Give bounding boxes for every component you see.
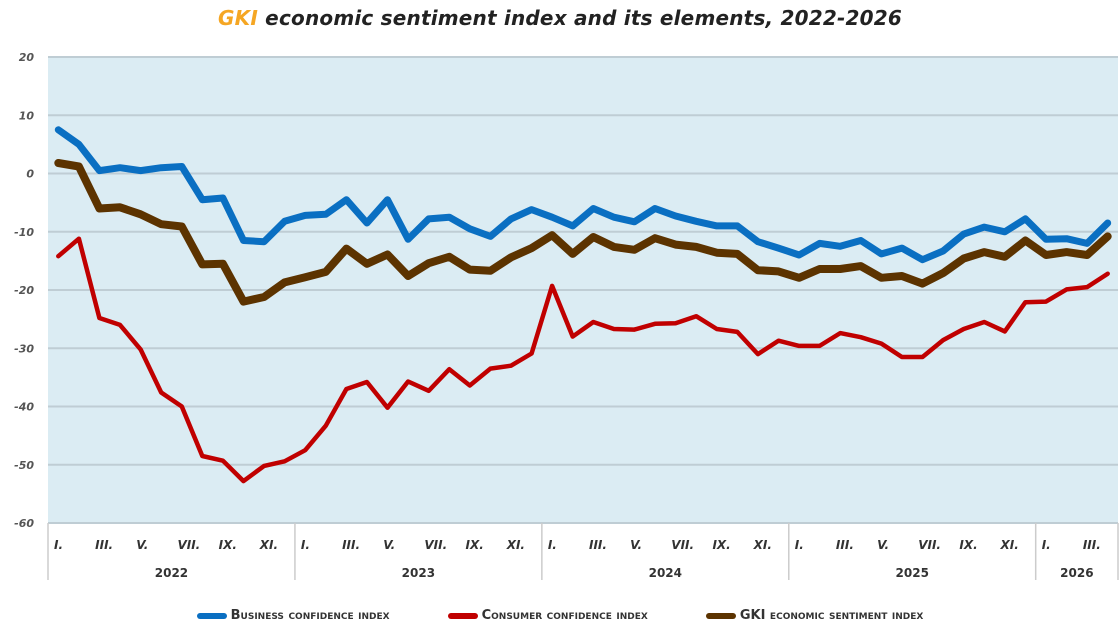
y-tick-label: -20 — [14, 284, 34, 297]
y-tick-label: -10 — [14, 226, 34, 239]
year-label: 2022 — [155, 566, 188, 580]
month-tick-label: XI. — [259, 538, 278, 552]
month-tick-label: IX. — [959, 538, 977, 552]
y-tick-label: -60 — [14, 517, 34, 530]
month-tick-label: VII. — [177, 538, 200, 552]
month-tick-label: IX. — [219, 538, 237, 552]
y-tick-label: 10 — [19, 109, 35, 122]
month-tick-label: IX. — [712, 538, 730, 552]
legend-swatch — [447, 612, 478, 619]
month-tick-label: I. — [795, 538, 804, 552]
series-line-business-confidence-index — [54, 126, 1112, 264]
legend-swatch — [705, 612, 736, 619]
month-tick-label: XI. — [753, 538, 772, 552]
month-tick-label: XI. — [506, 538, 525, 552]
y-tick-label: -40 — [14, 401, 34, 414]
month-tick-label: I. — [301, 538, 310, 552]
year-label: 2026 — [1060, 566, 1093, 580]
month-tick-label: XI. — [1000, 538, 1019, 552]
month-tick-label: V. — [136, 538, 148, 552]
month-tick-label: V. — [383, 538, 395, 552]
month-tick-label: VII. — [424, 538, 447, 552]
legend-item: Consumer confidence index — [447, 608, 648, 623]
month-tick-label: VII. — [671, 538, 694, 552]
year-label: 2024 — [649, 566, 682, 580]
month-tick-label: VII. — [918, 538, 941, 552]
year-label: 2025 — [896, 566, 929, 580]
month-tick-label: IX. — [466, 538, 484, 552]
y-tick-label: -30 — [14, 342, 34, 355]
month-tick-label: I. — [1042, 538, 1051, 552]
month-tick-label: I. — [54, 538, 63, 552]
x-axis: I. III. V. VII. IX. XI. 2022 I. III. V. VII. IX. XI.… — [47, 523, 1119, 580]
legend-label: Consumer confidence index — [481, 608, 648, 623]
legend-item: GKI economic sentiment index — [705, 608, 924, 623]
y-tick-label: -50 — [14, 459, 34, 472]
month-tick-label: III. — [95, 538, 113, 552]
year-label: 2023 — [402, 566, 435, 580]
y-tick-label: 20 — [19, 51, 35, 64]
gridlines — [48, 56, 1118, 524]
chart-title-text: economic sentiment index and its element… — [258, 6, 902, 30]
month-tick-label: III. — [342, 538, 360, 552]
month-tick-label: III. — [836, 538, 854, 552]
y-axis: 20 10 0 -10 -20 -30 -40 -50 -60 — [14, 51, 34, 530]
series-line-consumer-confidence-index — [56, 236, 1110, 484]
month-tick-label: III. — [589, 538, 607, 552]
legend-label: GKI economic sentiment index — [739, 608, 924, 623]
y-tick-label: 0 — [26, 168, 34, 181]
legend-item: Business confidence index — [196, 608, 390, 623]
legend-label: Business confidence index — [230, 608, 390, 623]
series-line-gki-economic-sentiment-index — [54, 159, 1112, 306]
month-tick-label: I. — [548, 538, 557, 552]
month-tick-label: V. — [630, 538, 642, 552]
legend-swatch — [196, 612, 227, 619]
month-tick-label: V. — [877, 538, 889, 552]
legend: Business confidence index Consumer confid… — [0, 608, 1120, 623]
chart-title: GKI economic sentiment index and its ele… — [0, 6, 1120, 30]
chart-title-brand: GKI — [218, 6, 259, 30]
series-lines — [54, 126, 1112, 484]
month-tick-label: III. — [1083, 538, 1101, 552]
